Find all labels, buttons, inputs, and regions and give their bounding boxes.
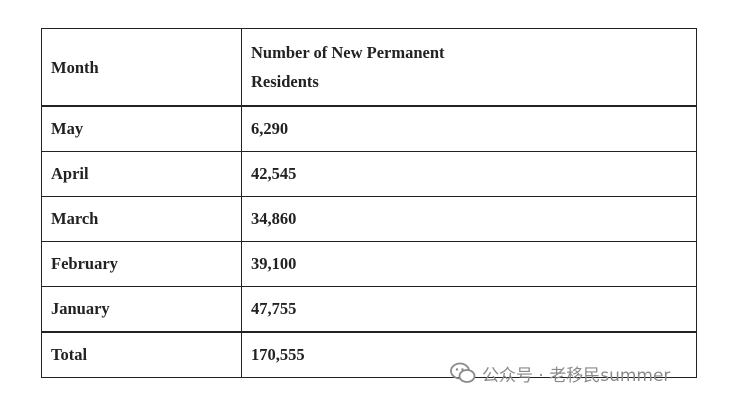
cell: January (41, 286, 242, 333)
header-cell: Number of New Permanent Residents (241, 28, 697, 107)
cell: 34,860 (241, 196, 697, 242)
cell: April (41, 151, 242, 197)
header-row: Month Number of New Permanent Residents (41, 28, 697, 107)
cell: May (41, 105, 242, 152)
header-cell: Month (41, 28, 242, 107)
cell: 6,290 (241, 105, 697, 152)
watermark-text: 公众号 · 老移民summer (482, 365, 671, 386)
row: February 39,100 (41, 241, 697, 287)
cell: Total (41, 331, 242, 378)
wechat-icon (450, 362, 476, 383)
row: May 6,290 (41, 105, 697, 152)
header-text: Number of New Permanent Residents (251, 43, 445, 91)
data-table: Month Number of New Permanent Residents … (41, 28, 697, 378)
cell: 47,755 (241, 286, 697, 333)
cell: March (41, 196, 242, 242)
cell: 39,100 (241, 241, 697, 287)
cell: February (41, 241, 242, 287)
row: January 47,755 (41, 286, 697, 333)
row: March 34,860 (41, 196, 697, 242)
cell: 42,545 (241, 151, 697, 197)
watermark: 公众号 · 老移民summer (450, 361, 671, 386)
row: April 42,545 (41, 151, 697, 197)
